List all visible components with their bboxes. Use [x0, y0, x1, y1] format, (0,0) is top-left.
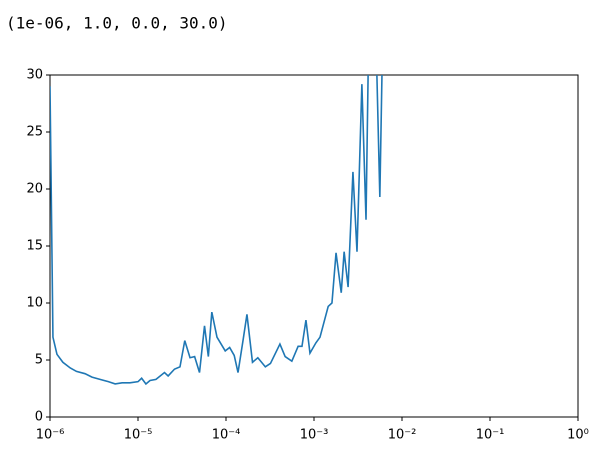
data-line	[50, 75, 383, 386]
x-tick-label: 10⁻⁵	[124, 428, 153, 443]
y-tick-label: 25	[26, 125, 43, 140]
x-tick-label: 10⁰	[567, 428, 589, 443]
x-tick-label: 10⁻³	[300, 428, 329, 443]
y-tick-label: 10	[26, 296, 43, 311]
y-tick-label: 20	[26, 182, 43, 197]
y-tick-label: 5	[35, 353, 43, 368]
cell-output: (1e-06, 1.0, 0.0, 30.0)	[6, 14, 228, 33]
plot-frame	[49, 74, 579, 418]
x-tick-label: 10⁻⁶	[36, 428, 65, 443]
x-tick-label: 10⁻⁴	[212, 428, 241, 443]
y-tick-label: 15	[26, 239, 43, 254]
y-tick-label: 0	[35, 410, 43, 425]
x-tick-label: 10⁻²	[388, 428, 417, 443]
y-tick-label: 30	[26, 68, 43, 83]
x-tick-label: 10⁻¹	[476, 428, 505, 443]
